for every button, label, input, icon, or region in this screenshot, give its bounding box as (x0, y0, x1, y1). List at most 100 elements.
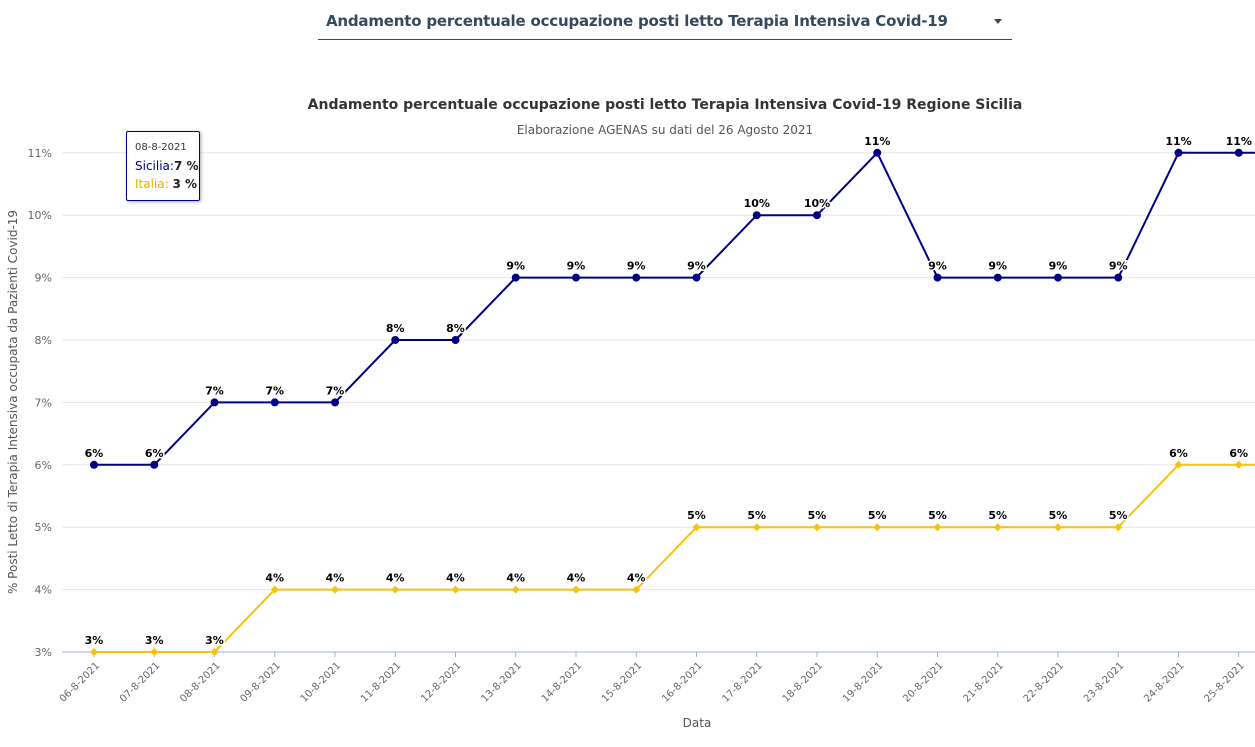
data-label-italia: 5% (928, 509, 947, 522)
data-label-italia: 4% (506, 572, 525, 585)
x-tick-label: 22-8-2021 (1022, 660, 1066, 704)
x-tick-label: 15-8-2021 (600, 660, 644, 704)
data-point-italia (511, 585, 520, 594)
data-point-italia (933, 523, 942, 532)
y-tick-label: 9% (35, 272, 52, 285)
x-tick-label: 14-8-2021 (540, 660, 584, 704)
series-line-sicilia (94, 151, 1255, 466)
data-point-italia (210, 648, 219, 656)
data-label-sicilia: 7% (265, 384, 284, 397)
data-label-italia: 3% (145, 634, 164, 647)
data-label-sicilia: 7% (205, 384, 224, 397)
data-point-sicilia (331, 398, 339, 407)
data-label-sicilia: 9% (627, 260, 646, 273)
data-point-italia (331, 585, 339, 594)
data-label-italia: 6% (1229, 447, 1248, 460)
data-label-sicilia: 9% (1049, 260, 1068, 273)
data-label-sicilia: 8% (386, 322, 405, 335)
series-line-italia (94, 463, 1255, 653)
data-point-italia (873, 523, 882, 532)
data-label-italia: 4% (567, 572, 586, 585)
y-tick-label: 6% (35, 459, 52, 472)
data-point-italia (1054, 523, 1062, 532)
y-tick-label: 4% (35, 584, 52, 597)
data-label-italia: 5% (687, 509, 706, 522)
tooltip-date: 08-8-2021 (135, 142, 187, 153)
data-label-sicilia: 9% (1109, 260, 1128, 273)
x-tick-label: 25-8-2021 (1202, 660, 1246, 704)
x-tick-label: 12-8-2021 (419, 660, 463, 704)
data-point-sicilia (813, 211, 821, 220)
data-point-italia (752, 523, 761, 532)
chart-selector-dropdown[interactable]: Andamento percentuale occupazione posti … (318, 0, 1012, 40)
data-label-sicilia: 9% (687, 260, 706, 273)
data-label-sicilia: 10% (804, 197, 830, 210)
data-label-italia: 5% (747, 509, 766, 522)
x-tick-label: 24-8-2021 (1142, 660, 1186, 704)
data-label-sicilia: 7% (326, 384, 345, 397)
data-label-italia: 5% (808, 509, 827, 522)
x-tick-label: 17-8-2021 (720, 660, 764, 704)
y-tick-label: 5% (35, 521, 52, 534)
y-tick-label: 3% (35, 646, 52, 659)
data-label-sicilia: 9% (928, 260, 947, 273)
data-label-italia: 5% (988, 509, 1007, 522)
tooltip-series-value: 3 % (172, 177, 198, 191)
data-label-italia: 4% (627, 572, 646, 585)
caret-down-icon[interactable] (994, 19, 1002, 24)
data-point-italia (90, 648, 98, 656)
data-label-sicilia: 8% (446, 322, 465, 335)
data-label-italia: 4% (446, 572, 465, 585)
data-label-italia: 4% (265, 572, 284, 585)
data-point-italia (1114, 523, 1123, 532)
x-tick-label: 20-8-2021 (901, 660, 945, 704)
x-tick-label: 07-8-2021 (118, 660, 162, 704)
data-label-sicilia: 11% (864, 135, 890, 148)
x-axis-label: Data (683, 716, 712, 730)
x-tick-label: 23-8-2021 (1082, 660, 1126, 704)
data-label-italia: 5% (1049, 509, 1068, 522)
x-tick-label: 09-8-2021 (238, 660, 282, 704)
data-point-sicilia (1054, 273, 1062, 282)
y-tick-label: 10% (28, 209, 52, 222)
data-label-italia: 4% (386, 572, 405, 585)
y-tick-label: 11% (28, 147, 52, 160)
x-tick-label: 18-8-2021 (781, 660, 825, 704)
x-tick-label: 16-8-2021 (660, 660, 704, 704)
data-point-sicilia (933, 273, 942, 282)
data-label-italia: 4% (326, 572, 345, 585)
data-point-sicilia (511, 273, 520, 282)
y-tick-label: 7% (35, 396, 52, 409)
data-point-sicilia (632, 273, 641, 282)
chart-title: Andamento percentuale occupazione posti … (308, 97, 1023, 113)
data-label-italia: 3% (85, 634, 104, 647)
data-point-sicilia (752, 211, 761, 220)
data-point-italia (632, 585, 641, 594)
tooltip-series-value: 7 % (173, 159, 199, 173)
data-point-sicilia (210, 398, 219, 407)
data-point-sicilia (993, 273, 1002, 282)
data-point-sicilia (150, 460, 159, 469)
y-axis-label: % Posti Letto di Terapia Intensiva occup… (6, 210, 20, 594)
data-point-italia (391, 585, 400, 594)
data-point-sicilia (1114, 273, 1123, 282)
data-point-sicilia (572, 273, 580, 282)
data-label-sicilia: 6% (85, 447, 104, 460)
x-tick-label: 19-8-2021 (841, 660, 885, 704)
data-point-italia (993, 523, 1002, 532)
tooltip-series-name: Sicilia: (135, 159, 174, 173)
chart-tooltip: 08-8-2021 Sicilia:7 % Italia: 3 % (126, 131, 200, 201)
x-tick-label: 06-8-2021 (58, 660, 102, 704)
data-point-italia (813, 523, 821, 532)
data-point-italia (150, 648, 159, 656)
data-point-sicilia (692, 273, 701, 282)
tooltip-row-italia: Italia: 3 % (135, 177, 197, 191)
data-point-sicilia (90, 460, 98, 469)
data-label-italia: 5% (1109, 509, 1128, 522)
data-point-sicilia (1234, 148, 1243, 157)
data-point-sicilia (451, 336, 460, 344)
data-point-italia (692, 523, 701, 532)
x-tick-label: 10-8-2021 (299, 660, 343, 704)
data-point-italia (1234, 460, 1243, 469)
